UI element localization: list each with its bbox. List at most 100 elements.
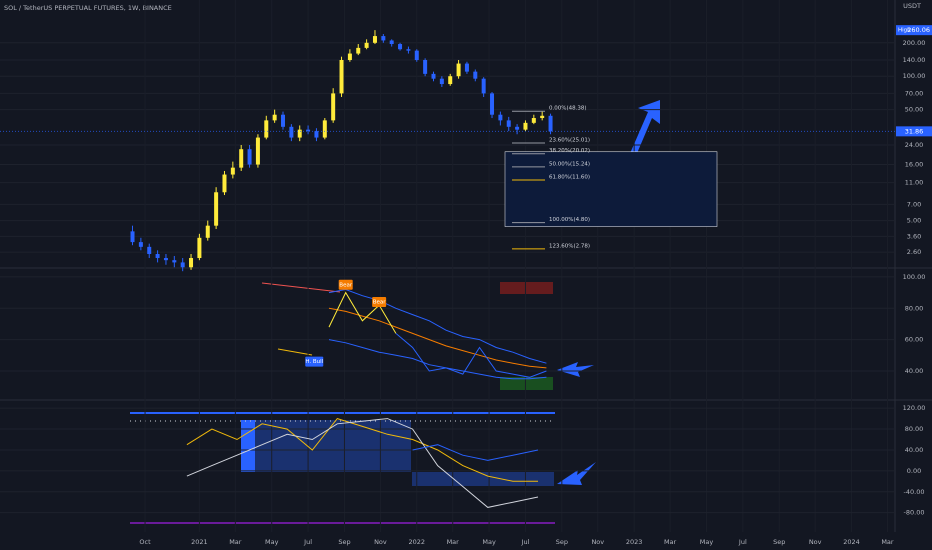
x-tick-label: Oct [139,538,151,546]
signal-area [241,420,411,472]
y-tick-label: 5.00 [907,217,921,225]
candle-body [389,40,394,45]
x-tick-label: Jul [303,538,312,546]
candle-body [255,137,260,165]
candle-body [289,126,294,138]
y-tick-label: 60.00 [905,336,924,344]
candle-body [205,225,210,238]
annotation-tag [305,356,324,367]
candle-body [381,36,386,41]
x-tick-label: Nov [591,538,604,546]
candle-body [222,174,227,193]
candle-body [398,44,403,50]
candle-body [197,237,202,259]
candle-body [364,42,369,48]
candle-body [264,120,269,138]
x-tick-label: Jul [738,538,747,546]
x-tick-label: Mar [664,538,677,546]
candle-body [448,76,453,85]
fib-label: 50.00%(15.24) [549,161,590,167]
candle-body [414,50,419,60]
y-tick-label: 40.00 [905,446,924,454]
fib-label: 61.80%(11.60) [549,175,590,181]
y-tick-label: 80.00 [905,425,924,433]
candle-body [548,115,553,132]
candle-body [473,71,478,79]
arrow [557,462,596,485]
candle-body [147,246,152,255]
candle-body [172,260,177,263]
y-tick-label: 70.00 [905,89,924,97]
fib-label: 23.60%(25.01) [549,138,590,144]
candle-body [356,47,361,54]
candle-body [163,258,168,261]
candle-body [406,49,411,51]
divergence-line [261,282,341,293]
divergence-line [277,348,313,356]
zone-box [500,282,553,294]
fib-label: 0.00%(48.38) [549,106,587,112]
x-tick-label: 2022 [409,538,426,546]
y-tick-label: -40.00 [904,488,925,496]
x-tick-label: Sep [773,538,785,546]
series-line [186,418,539,508]
y-tick-label: -80.00 [904,509,925,517]
candle-body [339,59,344,94]
candle-body [481,78,486,94]
y-tick-label: 140.00 [903,56,926,64]
series-line [328,339,547,380]
x-tick-label: 2021 [191,538,208,546]
candle-body [272,114,277,121]
candle-body [214,192,219,226]
x-tick-label: Sep [556,538,568,546]
high-tag [896,25,932,36]
high-label: High [898,28,911,34]
x-tick-label: Mar [881,538,894,546]
x-tick-label: Nov [809,538,822,546]
signal-area [412,472,554,486]
y-tick-label: 7.00 [907,200,921,208]
series-line [412,444,539,461]
unit-label: USDT [903,2,921,10]
candle-body [523,122,528,130]
candle-body [498,114,503,121]
candle-body [155,254,160,259]
candle-body [230,167,235,175]
signal-bar [241,420,255,472]
x-tick-label: 2024 [843,538,860,546]
annotation-text: Bear [373,300,387,306]
annotation-tag [372,297,387,308]
y-tick-label: 3.60 [907,232,921,240]
candle-body [423,59,428,74]
y-tick-label: 0.00 [907,467,921,475]
candle-body [297,129,302,138]
x-tick-label: 2023 [626,538,643,546]
series-line [328,307,547,369]
candle-body [322,120,327,138]
price-tag [896,126,932,137]
candle-body [431,73,436,79]
y-tick-label: 11.00 [905,179,924,187]
arrow [557,362,594,377]
series-line [328,291,397,334]
x-tick-label: May [265,538,279,546]
x-tick-label: Mar [229,538,242,546]
candle-body [314,131,319,138]
x-tick-label: Nov [374,538,387,546]
last-price: 31.86 [905,127,924,135]
y-tick-label: 100.00 [903,72,926,80]
candle-body [464,63,469,72]
y-tick-label: 200.00 [903,39,926,47]
y-tick-label: 2.60 [907,248,921,256]
candle-body [138,242,143,247]
annotation-text: H. Bull [305,359,323,365]
candle-body [189,258,194,268]
candle-body [531,118,536,123]
y-tick-label: 80.00 [905,304,924,312]
x-tick-label: Sep [338,538,350,546]
series-line [395,333,547,378]
candle-body [331,93,336,121]
x-tick-label: Mar [447,538,460,546]
